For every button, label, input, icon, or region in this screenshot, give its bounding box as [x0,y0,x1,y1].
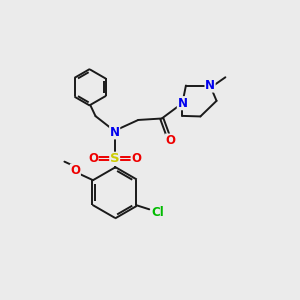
Text: O: O [166,134,176,147]
Text: S: S [110,152,119,165]
Text: N: N [110,126,120,139]
Text: N: N [177,97,188,110]
Text: O: O [131,152,142,165]
Text: Cl: Cl [151,206,164,219]
Text: O: O [88,152,98,165]
Text: O: O [70,164,80,177]
Text: N: N [205,79,215,92]
